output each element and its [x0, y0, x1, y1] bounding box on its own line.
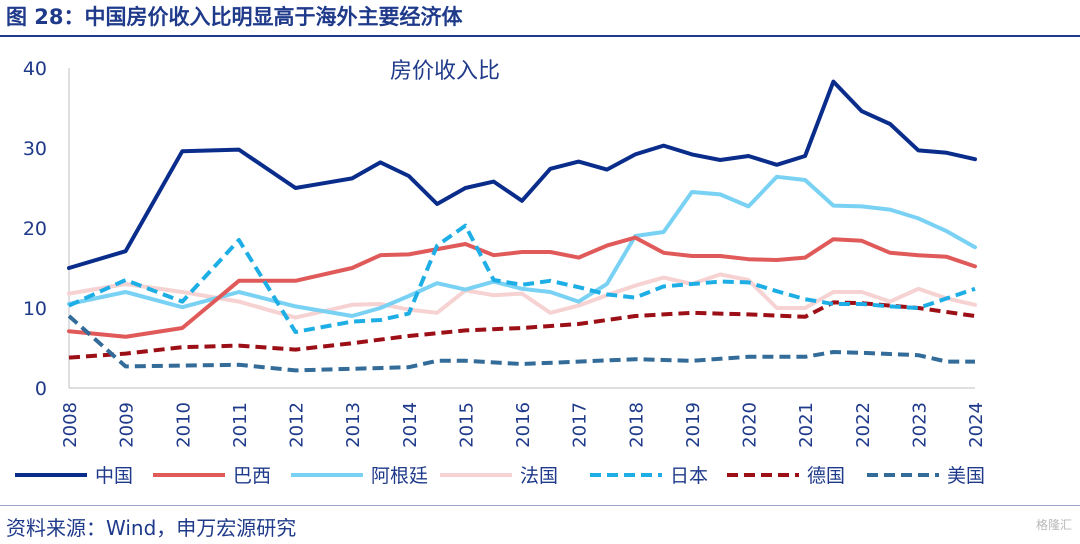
series-line	[67, 79, 977, 270]
legend-label: 德国	[807, 465, 845, 487]
series-lines	[67, 79, 977, 373]
legend-label: 巴西	[233, 465, 271, 487]
legend-label: 中国	[95, 465, 133, 487]
x-tick-label: 2011	[230, 402, 251, 448]
series-line	[67, 235, 977, 339]
x-tick-label: 2024	[966, 402, 987, 448]
x-tick-label: 2023	[909, 402, 930, 448]
legend-label: 日本	[670, 465, 708, 487]
x-tick-label: 2019	[683, 402, 704, 448]
title-divider	[0, 35, 1080, 37]
series-line	[68, 223, 976, 334]
x-tick-label: 2018	[626, 402, 647, 448]
x-tick-label: 2013	[343, 402, 364, 448]
series-line	[67, 314, 975, 373]
x-tick-label: 2017	[570, 402, 591, 448]
x-tick-label: 2022	[853, 402, 874, 448]
x-tick-label: 2015	[456, 402, 477, 448]
footer-divider	[0, 505, 1080, 506]
legend-label: 阿根廷	[371, 465, 428, 487]
legend-label: 美国	[947, 465, 985, 487]
y-tick-label: 40	[23, 58, 47, 80]
x-tick-label: 2012	[287, 402, 308, 448]
x-tick-label: 2010	[173, 402, 194, 448]
x-tick-label: 2014	[400, 402, 421, 448]
watermark: 格隆汇	[1035, 518, 1072, 532]
legend: 中国 巴西 阿根廷 法国 日本 德国 美国	[15, 465, 985, 487]
figure-title: 图 28：中国房价收入比明显高于海外主要经济体	[6, 5, 463, 29]
x-tick-label: 2008	[60, 402, 81, 448]
y-tick-label: 30	[23, 138, 47, 160]
x-tick-label: 2009	[117, 402, 138, 448]
y-tick-label: 20	[23, 218, 47, 240]
line-chart: 房价收入比 0 10 20 30 40 2008 2009 2010 2011 2012 2013…	[15, 58, 987, 487]
x-tick-label: 2021	[796, 402, 817, 448]
source-note: 资料来源：Wind，申万宏源研究	[6, 516, 297, 540]
y-tick-label: 0	[35, 378, 47, 400]
y-tick-label: 10	[23, 298, 47, 320]
x-tick-labels: 2008 2009 2010 2011 2012 2013 2014 2015 2016 2017…	[60, 402, 987, 448]
chart-title: 房价收入比	[390, 59, 500, 84]
x-tick-label: 2020	[740, 402, 761, 448]
y-tick-labels: 0 10 20 30 40	[23, 58, 47, 400]
x-tick-label: 2016	[513, 402, 534, 448]
series-line	[68, 300, 976, 360]
legend-label: 法国	[520, 465, 558, 487]
